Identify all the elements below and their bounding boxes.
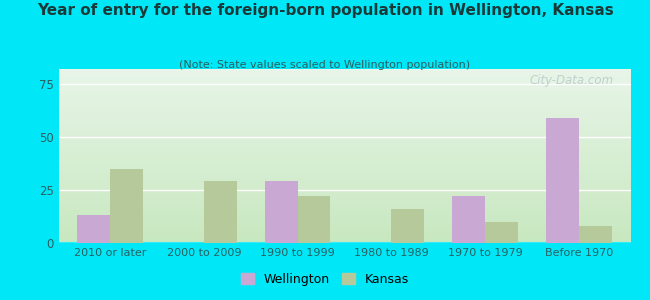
Bar — [485, 222, 518, 243]
Bar — [452, 196, 485, 243]
Text: City-Data.com: City-Data.com — [529, 74, 614, 87]
Legend: Wellington, Kansas: Wellington, Kansas — [236, 268, 414, 291]
Bar — [579, 226, 612, 243]
Bar — [265, 182, 298, 243]
Bar — [546, 118, 579, 243]
Text: Year of entry for the foreign-born population in Wellington, Kansas: Year of entry for the foreign-born popul… — [36, 3, 614, 18]
Bar — [110, 169, 143, 243]
Bar — [391, 209, 424, 243]
Bar — [298, 196, 330, 243]
Bar — [204, 182, 237, 243]
Text: (Note: State values scaled to Wellington population): (Note: State values scaled to Wellington… — [179, 60, 471, 70]
Bar — [77, 215, 110, 243]
